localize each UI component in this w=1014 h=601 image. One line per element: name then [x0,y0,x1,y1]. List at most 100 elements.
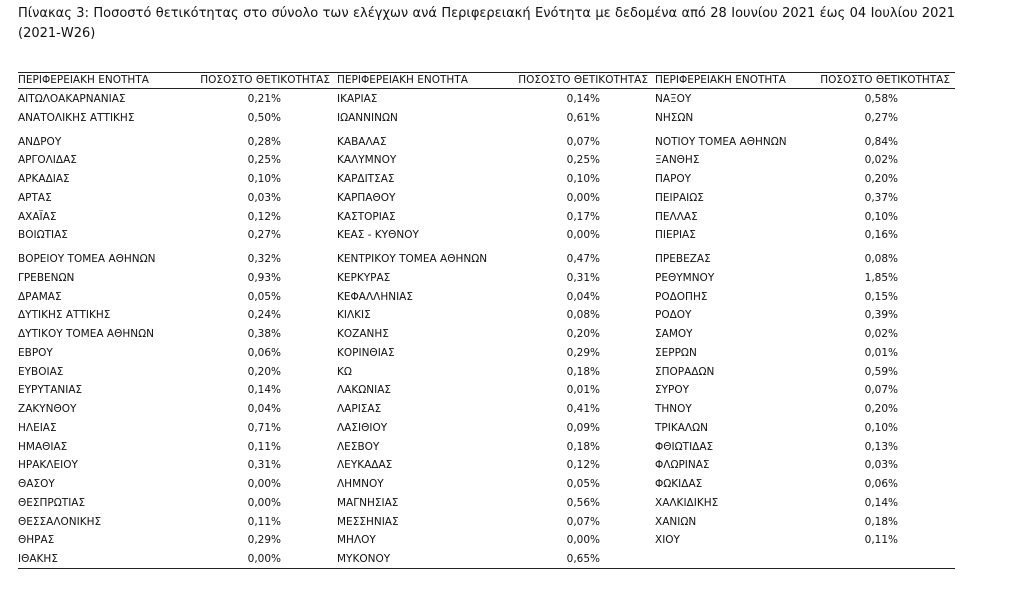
region-name: ΘΑΣΟΥ [18,478,55,490]
positivity-rate: 0,00% [566,229,600,242]
region-name: ΡΕΘΥΜΝΟΥ [655,271,715,284]
positivity-rate: 0,20% [864,173,898,185]
region-name: ΑΡΚΑΔΙΑΣ [18,173,70,185]
positivity-rate: 0,27% [864,111,898,124]
positivity-rate: 0,10% [247,173,281,185]
region-name: ΠΙΕΡΙΑΣ [655,229,696,242]
region-name: ΔΡΑΜΑΣ [18,290,62,303]
region-name: ΛΗΜΝΟΥ [337,478,384,490]
positivity-rate: 0,20% [864,403,898,415]
positivity-rate: 0,16% [864,229,898,242]
positivity-rate: 0,29% [566,346,600,359]
positivity-rate: 0,24% [247,309,281,322]
region-name: ΛΕΣΒΟΥ [337,440,380,453]
region-name: ΚΑΡΔΙΤΣΑΣ [337,173,395,185]
region-name: ΡΟΔΟΠΗΣ [655,290,708,303]
region-name: ΝΑΞΟΥ [655,93,692,105]
region-name: ΚΑΣΤΟΡΙΑΣ [337,210,396,223]
positivity-rate: 0,41% [566,403,600,415]
region-name: ΧΑΛΚΙΔΙΚΗΣ [655,496,719,509]
region-name: ΣΠΟΡΑΔΩΝ [655,365,715,378]
positivity-rate: 0,31% [566,271,600,284]
column-header: ΠΕΡΙΦΕΡΕΙΑΚΗ ΕΝΟΤΗΤΑ [18,74,149,86]
table-title: Πίνακας 3: Ποσοστό θετικότητας στο σύνολ… [18,6,955,41]
region-name: ΑΝΑΤΟΛΙΚΗΣ ΑΤΤΙΚΗΣ [18,111,135,124]
positivity-rate: 0,18% [566,365,600,378]
region-name: ΝΟΤΙΟΥ ΤΟΜΕΑ ΑΘΗΝΩΝ [655,135,787,148]
positivity-rate: 0,14% [566,93,600,105]
positivity-rate: 0,08% [864,253,898,265]
region-name: ΛΑΣΙΘΙΟΥ [337,421,388,434]
positivity-rate: 0,18% [864,515,898,528]
region-name: ΙΩΑΝΝΙΝΩΝ [337,111,398,124]
region-name: ΝΗΣΩΝ [655,111,694,124]
positivity-rate: 0,38% [247,328,281,340]
region-name: ΠΑΡΟΥ [655,173,692,185]
positivity-rate: 0,11% [247,440,281,453]
region-name: ΚΕΝΤΡΙΚΟΥ ΤΟΜΕΑ ΑΘΗΝΩΝ [337,253,488,265]
positivity-rate: 0,05% [247,290,281,303]
region-name: ΦΩΚΙΔΑΣ [655,478,703,490]
region-name: ΘΗΡΑΣ [18,534,55,547]
positivity-rate: 0,12% [566,459,600,472]
positivity-rate: 0,11% [247,515,281,528]
region-name: ΑΡΓΟΛΙΔΑΣ [18,154,77,167]
region-name: ΚΩ [337,365,352,378]
positivity-rate: 0,84% [864,135,898,148]
positivity-rate: 0,03% [864,459,898,472]
positivity-rate: 0,14% [864,496,898,509]
positivity-rate: 0,00% [566,191,600,204]
region-name: ΑΡΤΑΣ [18,191,52,204]
region-name: ΚΑΡΠΑΘΟΥ [337,191,396,204]
column-header: ΠΟΣΟΣΤΟ ΘΕΤΙΚΟΤΗΤΑΣ [518,74,648,86]
header-bottom-rule [18,88,955,89]
region-name: ΔΥΤΙΚΗΣ ΑΤΤΙΚΗΣ [18,309,111,322]
positivity-rate: 0,39% [864,309,898,322]
positivity-rate: 0,09% [566,421,600,434]
region-name: ΘΕΣΠΡΩΤΙΑΣ [18,496,86,509]
region-name: ΗΡΑΚΛΕΙΟΥ [18,459,78,472]
region-name: ΕΥΒΟΙΑΣ [18,365,64,378]
region-name: ΠΕΙΡΑΙΩΣ [655,191,704,204]
region-name: ΑΙΤΩΛΟΑΚΑΡΝΑΝΙΑΣ [18,93,126,105]
positivity-rate: 0,07% [566,515,600,528]
positivity-rate: 0,00% [247,496,281,509]
positivity-rate: 0,32% [247,253,281,265]
region-name: ΡΟΔΟΥ [655,309,692,322]
region-name: ΚΕΡΚΥΡΑΣ [337,271,391,284]
positivity-rate: 0,14% [247,384,281,397]
positivity-rate: 0,03% [247,191,281,204]
positivity-rate: 0,31% [247,459,281,472]
region-name: ΧΑΝΙΩΝ [655,515,697,528]
region-name: ΚΕΑΣ - ΚΥΘΝΟΥ [337,229,419,242]
region-name: ΜΕΣΣΗΝΙΑΣ [337,515,399,528]
positivity-rate: 0,01% [864,346,898,359]
region-name: ΜΥΚΟΝΟΥ [337,553,391,565]
positivity-rate: 1,85% [864,271,898,284]
header-top-rule [18,72,955,73]
region-name: ΕΥΡΥΤΑΝΙΑΣ [18,384,83,397]
region-name: ΚΑΛΥΜΝΟΥ [337,154,397,167]
positivity-rate: 0,00% [247,478,281,490]
region-name: ΙΘΑΚΗΣ [18,553,58,565]
positivity-rate: 0,05% [566,478,600,490]
positivity-rate: 0,17% [566,210,600,223]
positivity-rate: 0,01% [566,384,600,397]
positivity-rate: 0,04% [566,290,600,303]
column-header: ΠΟΣΟΣΤΟ ΘΕΤΙΚΟΤΗΤΑΣ [200,74,330,86]
region-name: ΚΑΒΑΛΑΣ [337,135,387,148]
positivity-rate: 0,50% [247,111,281,124]
positivity-rate: 0,65% [566,553,600,565]
positivity-rate: 0,58% [864,93,898,105]
region-name: ΧΙΟΥ [655,534,680,547]
region-name: ΑΧΑΪΑΣ [18,210,57,223]
region-name: ΛΕΥΚΑΔΑΣ [337,459,393,472]
positivity-rate: 0,27% [247,229,281,242]
positivity-rate: 0,71% [247,421,281,434]
positivity-rate: 0,56% [566,496,600,509]
region-name: ΔΥΤΙΚΟΥ ΤΟΜΕΑ ΑΘΗΝΩΝ [18,328,154,340]
positivity-rate: 0,10% [864,421,898,434]
positivity-rate: 0,07% [864,384,898,397]
positivity-rate: 0,18% [566,440,600,453]
